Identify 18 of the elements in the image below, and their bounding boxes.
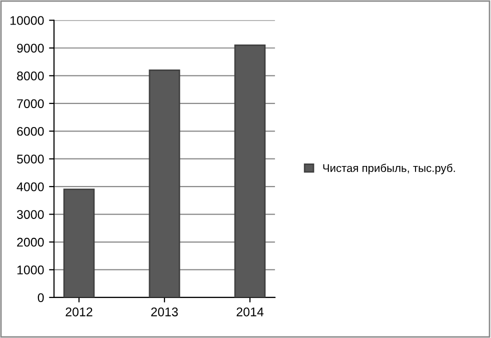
y-tick-label: 10000 [10,16,44,25]
y-tick-label: 3000 [16,210,44,219]
x-tick-label: 2014 [236,307,264,316]
y-tick-label: 1000 [17,266,44,274]
bar [148,69,180,298]
bar [63,188,95,298]
y-tick-label: 7000 [17,99,44,108]
legend-label: Чистая прибыль, тыс.руб. [323,164,455,174]
y-tick-label: 8000 [17,72,44,80]
y-tick-label: 6000 [17,126,44,136]
x-tick-label: 2012 [66,307,92,316]
y-tick-label: 5000 [16,154,44,164]
x-tick-label: 2013 [151,307,178,316]
bar [234,44,266,298]
y-tick-label: 2000 [17,238,44,247]
y-tick-label: 0 [38,293,44,302]
y-tick-label: 9000 [17,44,44,53]
y-tick-label: 4000 [16,182,44,192]
